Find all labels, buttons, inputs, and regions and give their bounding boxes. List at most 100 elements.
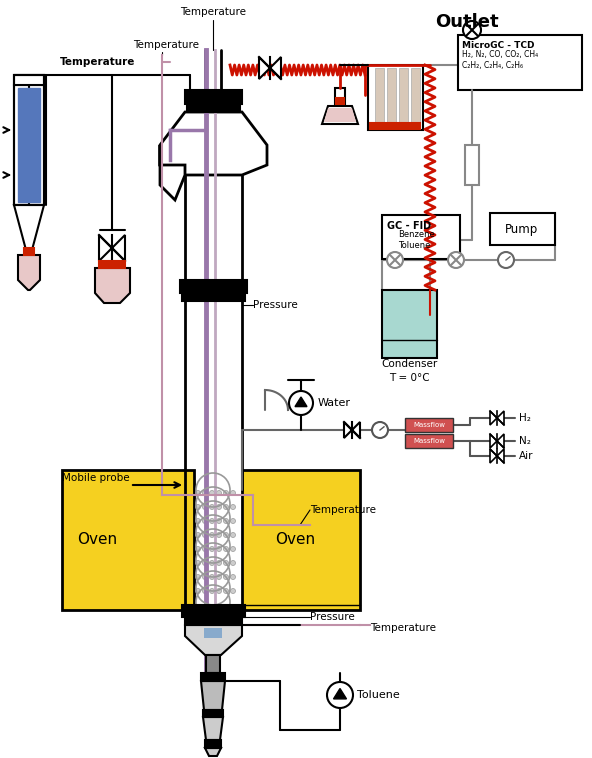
Circle shape <box>230 533 236 537</box>
Circle shape <box>210 560 214 565</box>
Circle shape <box>195 575 201 580</box>
Text: Temperature: Temperature <box>370 623 436 633</box>
Polygon shape <box>490 411 504 425</box>
Bar <box>204 628 222 638</box>
Bar <box>335 88 345 106</box>
Bar <box>24 248 34 255</box>
Circle shape <box>387 252 403 268</box>
Bar <box>205 740 221 748</box>
Circle shape <box>230 490 236 496</box>
Bar <box>368 65 423 130</box>
Text: Massflow: Massflow <box>413 422 445 428</box>
Bar <box>182 293 245 301</box>
Polygon shape <box>201 681 225 710</box>
Bar <box>99 261 125 268</box>
Bar <box>14 75 44 85</box>
Circle shape <box>224 505 229 509</box>
Bar <box>405 418 453 432</box>
Circle shape <box>224 533 229 537</box>
Text: Toluene: Toluene <box>357 690 400 700</box>
Circle shape <box>202 575 208 580</box>
Text: Mobile probe: Mobile probe <box>62 473 130 483</box>
Polygon shape <box>295 397 307 406</box>
Circle shape <box>195 505 201 509</box>
Circle shape <box>217 518 221 524</box>
Polygon shape <box>95 268 130 303</box>
Text: H₂, N₂, CO, CO₂, CH₄
C₂H₂, C₂H₄, C₂H₆: H₂, N₂, CO, CO₂, CH₄ C₂H₂, C₂H₄, C₂H₆ <box>462 50 538 70</box>
Bar <box>203 710 223 717</box>
Circle shape <box>195 518 201 524</box>
Bar <box>465 145 479 185</box>
Bar <box>411 68 420 127</box>
Circle shape <box>202 518 208 524</box>
Bar <box>187 104 240 112</box>
Circle shape <box>210 518 214 524</box>
Bar <box>382 215 460 259</box>
Bar <box>382 290 437 358</box>
Circle shape <box>230 518 236 524</box>
Circle shape <box>230 547 236 552</box>
Circle shape <box>210 575 214 580</box>
Circle shape <box>195 533 201 537</box>
Text: N₂: N₂ <box>519 436 531 446</box>
Circle shape <box>224 575 229 580</box>
Text: Temperature: Temperature <box>133 40 199 50</box>
Bar <box>405 434 453 448</box>
Circle shape <box>224 490 229 496</box>
Text: Oven: Oven <box>275 533 315 547</box>
Circle shape <box>289 391 313 415</box>
Circle shape <box>230 588 236 594</box>
Bar <box>387 68 396 127</box>
Circle shape <box>202 560 208 565</box>
Bar <box>399 68 408 127</box>
Circle shape <box>224 588 229 594</box>
Polygon shape <box>185 625 242 655</box>
Text: MicroGC - TCD: MicroGC - TCD <box>462 40 535 49</box>
Bar <box>185 617 242 625</box>
Circle shape <box>202 547 208 552</box>
Circle shape <box>217 505 221 509</box>
Text: Air: Air <box>519 451 533 461</box>
Text: Pressure: Pressure <box>310 612 355 622</box>
Polygon shape <box>344 422 360 438</box>
Circle shape <box>217 547 221 552</box>
Text: Oven: Oven <box>77 533 117 547</box>
Polygon shape <box>203 717 223 740</box>
Text: Benzene
Toluene: Benzene Toluene <box>398 230 435 249</box>
Circle shape <box>210 533 214 537</box>
Bar <box>458 35 582 90</box>
Circle shape <box>230 560 236 565</box>
Circle shape <box>217 490 221 496</box>
Text: Temperature: Temperature <box>180 7 246 17</box>
Circle shape <box>195 490 201 496</box>
Bar <box>370 123 420 129</box>
Circle shape <box>224 518 229 524</box>
Circle shape <box>210 588 214 594</box>
Bar <box>180 280 247 293</box>
Circle shape <box>230 575 236 580</box>
Polygon shape <box>205 748 221 756</box>
Bar <box>62 470 194 610</box>
Bar <box>336 98 344 104</box>
Text: H₂: H₂ <box>519 413 531 423</box>
Circle shape <box>217 560 221 565</box>
Bar <box>375 68 384 127</box>
Text: Massflow: Massflow <box>413 438 445 444</box>
Circle shape <box>210 505 214 509</box>
Circle shape <box>202 533 208 537</box>
Circle shape <box>195 560 201 565</box>
Text: Outlet: Outlet <box>435 13 498 31</box>
Polygon shape <box>99 235 125 261</box>
Polygon shape <box>14 205 44 250</box>
Text: GC - FID: GC - FID <box>387 221 431 231</box>
Bar <box>206 655 220 673</box>
Circle shape <box>217 533 221 537</box>
Bar <box>182 605 245 617</box>
Circle shape <box>224 547 229 552</box>
Polygon shape <box>324 108 356 122</box>
Bar <box>242 470 360 610</box>
Text: Temperature: Temperature <box>310 505 376 515</box>
Circle shape <box>217 575 221 580</box>
Circle shape <box>372 422 388 438</box>
Circle shape <box>217 588 221 594</box>
